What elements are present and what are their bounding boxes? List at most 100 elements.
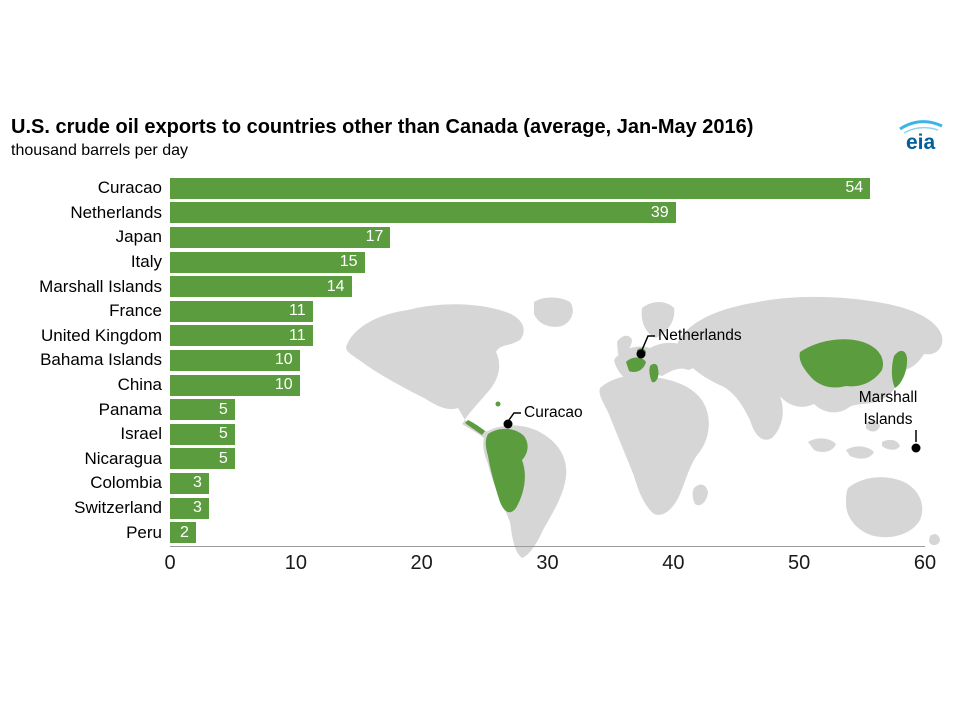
bar: 15: [170, 251, 365, 273]
bar-track: 11: [170, 325, 948, 347]
netherlands-marker-dot: [636, 349, 646, 359]
bar-row: Israel 5: [10, 422, 948, 447]
category-label: Nicaragua: [84, 448, 163, 468]
map-greenland: [534, 297, 573, 327]
category-label: China: [117, 375, 162, 395]
x-tick-label: 50: [788, 552, 811, 574]
category-label: Marshall Islands: [39, 276, 162, 296]
chart-title: U.S. crude oil exports to countries othe…: [11, 116, 754, 138]
x-tick-label: 40: [662, 552, 685, 574]
curacao-marker-dot: [503, 419, 513, 429]
category-label: Switzerland: [74, 498, 162, 518]
bar-row: Colombia 3: [10, 471, 948, 496]
bar-value-label: 2: [180, 523, 189, 541]
x-tick-label: 60: [913, 552, 937, 574]
bar-row: Curacao 54: [10, 176, 948, 201]
map-highlight-japan: [891, 350, 908, 388]
category-label: Peru: [126, 522, 162, 542]
map-label-marshall-line1: Marshall: [859, 389, 918, 406]
map-highlight-italy: [649, 363, 659, 383]
bar-track: 14: [170, 276, 948, 298]
map-se-asia-3: [882, 439, 900, 450]
bar-track: 3: [170, 472, 948, 494]
bar-track: 5: [170, 399, 948, 421]
bar: 14: [170, 276, 352, 298]
bar-row: Japan 17: [10, 225, 948, 250]
bar-value-label: 39: [650, 203, 669, 221]
bar-value-label: 5: [218, 425, 228, 443]
map-europe: [614, 342, 699, 384]
map-highlight-china: [799, 339, 884, 388]
category-label: Italy: [130, 252, 162, 272]
map-north-america: [346, 304, 524, 420]
map-madagascar: [692, 484, 708, 506]
map-label-netherlands: Netherlands: [658, 327, 742, 344]
bar-track: 3: [170, 497, 948, 519]
bar: 5: [170, 448, 235, 470]
map-scandinavia: [641, 302, 675, 338]
map-philippines: [866, 420, 880, 432]
bar-value-label: 14: [326, 277, 345, 295]
category-label: Panama: [98, 399, 162, 419]
bar-row: Netherlands 39: [10, 201, 948, 226]
eia-logo-swoosh2-icon: [903, 126, 939, 134]
bar-track: 11: [170, 300, 948, 322]
x-axis-ticks: 0 10 20 30 40 50 60: [164, 552, 936, 580]
bar: 11: [170, 300, 313, 322]
bar-track: 5: [170, 423, 948, 445]
bar-value-label: 10: [274, 376, 293, 394]
bar-value-label: 3: [192, 474, 202, 492]
category-label: United Kingdom: [41, 325, 162, 345]
map-label-curacao: Curacao: [524, 404, 583, 421]
bar: 3: [170, 497, 209, 519]
bar-track: 17: [170, 226, 948, 248]
eia-logo-swoosh-icon: [899, 120, 943, 131]
bar: 5: [170, 399, 235, 421]
bar: 2: [170, 522, 196, 544]
bar-row: Switzerland 3: [10, 496, 948, 521]
bar: 39: [170, 202, 676, 224]
x-tick-label: 0: [164, 552, 176, 574]
bar-row: France 11: [10, 299, 948, 324]
category-label: Israel: [120, 424, 162, 444]
map-new-zealand: [929, 534, 940, 546]
bar-value-label: 5: [218, 449, 228, 467]
bar-track: 10: [170, 374, 948, 396]
eia-logo: eia: [899, 120, 943, 152]
category-label: Curacao: [97, 178, 162, 198]
bar-row: United Kingdom 11: [10, 324, 948, 349]
bar-row: China 10: [10, 373, 948, 398]
x-axis-line: [170, 546, 925, 547]
bar: 10: [170, 374, 300, 396]
bar-row: Panama 5: [10, 397, 948, 422]
bar-track: 10: [170, 349, 948, 371]
map-highlight-france: [626, 357, 646, 372]
map-highlight-colombia-peru: [485, 428, 528, 513]
curacao-connector-line: [508, 412, 521, 421]
category-label: Bahama Islands: [40, 350, 162, 370]
bar-row: Marshall Islands 14: [10, 274, 948, 299]
bar-row: Nicaragua 5: [10, 447, 948, 472]
bar-track: 54: [170, 177, 948, 199]
bar: 3: [170, 472, 209, 494]
bar-value-label: 3: [192, 499, 202, 517]
x-tick-label: 20: [410, 552, 433, 574]
map-se-asia-2: [846, 446, 874, 459]
netherlands-connector-line: [641, 335, 655, 351]
bar: 5: [170, 423, 235, 445]
chart-subtitle: thousand barrels per day: [11, 142, 188, 159]
eia-logo-text: eia: [906, 131, 936, 152]
category-label: Japan: [115, 227, 162, 247]
bar: 11: [170, 325, 313, 347]
map-highlight-panama-nicaragua: [465, 420, 485, 435]
bar: 10: [170, 349, 300, 371]
bar-row: Peru 2: [10, 520, 948, 545]
bar-chart: Curacao 54 Netherlands 39 Japan 17 Italy 15 Mars…: [10, 176, 948, 545]
bar-value-label: 5: [218, 400, 228, 418]
x-tick-label: 10: [284, 552, 307, 574]
world-map: Netherlands Curacao Marshall Islands: [346, 296, 943, 558]
category-label: France: [109, 301, 162, 321]
bar-value-label: 10: [274, 351, 293, 369]
map-australia: [846, 477, 923, 538]
